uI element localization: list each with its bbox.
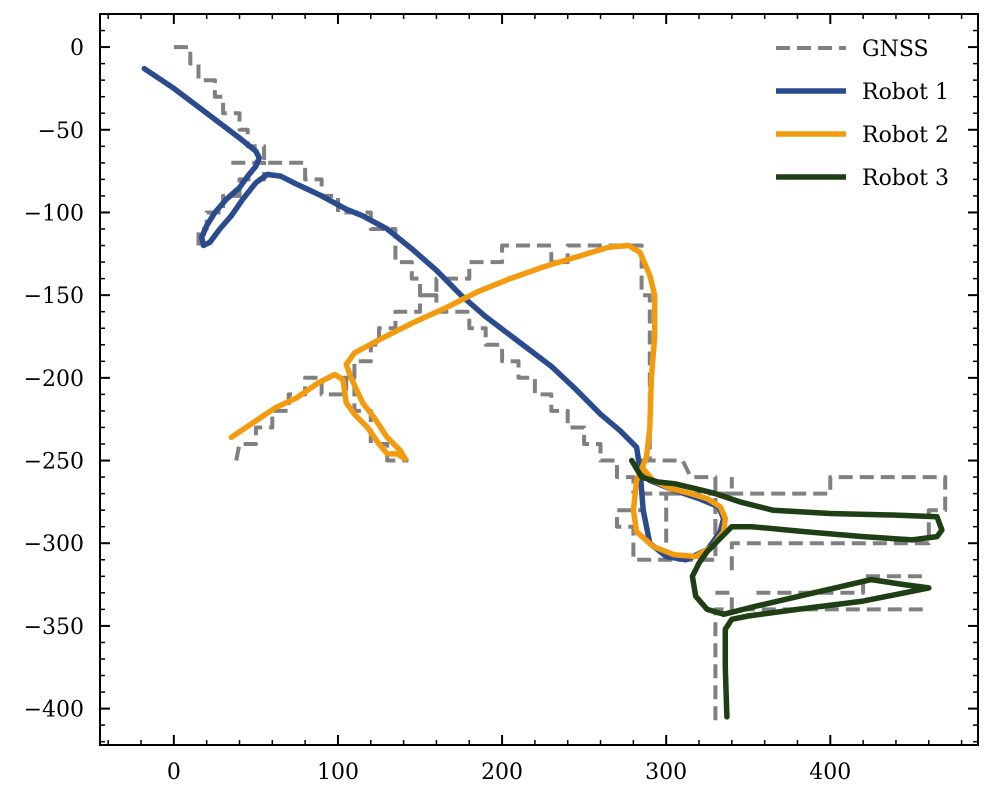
y-tick-label: 0 [70,36,84,61]
x-tick-label: 0 [167,760,181,785]
series-line-robot-2-0 [228,242,729,560]
plot-area [141,45,948,726]
series-line-robot-3-0 [628,457,945,720]
series-line-gnss-4 [615,458,718,562]
x-tick-label: 400 [809,760,851,785]
y-tick-label: −50 [38,119,84,144]
series-line-gnss-5 [666,475,948,577]
series-line-gnss-0 [173,45,636,494]
x-tick-label: 100 [317,760,359,785]
series-line-gnss-6 [715,590,929,612]
legend: GNSS Robot 1 Robot 2 Robot 3 [776,37,949,191]
y-tick-label: −100 [24,201,84,226]
y-tick-label: −150 [24,284,84,309]
y-tick-label: −350 [24,615,84,640]
legend-label-robot-1: Robot 1 [862,80,949,105]
y-tick-label: −250 [24,450,84,475]
legend-label-robot-3: Robot 3 [862,166,949,191]
y-tick-label: −200 [24,367,84,392]
legend-label-gnss: GNSS [862,37,929,62]
series-line-robot-1-0 [141,65,727,563]
y-tick-label: −300 [24,532,84,557]
legend-label-robot-2: Robot 2 [862,123,949,148]
axis-tick-labels: 0 100 200 300 400 0 −50 −100 −150 −200 −250 −300 −35… [24,36,852,785]
x-tick-label: 200 [481,760,523,785]
axes-frame [99,13,979,746]
x-tick-label: 300 [645,760,687,785]
y-tick-label: −400 [24,698,84,723]
axis-ticks [100,14,978,745]
